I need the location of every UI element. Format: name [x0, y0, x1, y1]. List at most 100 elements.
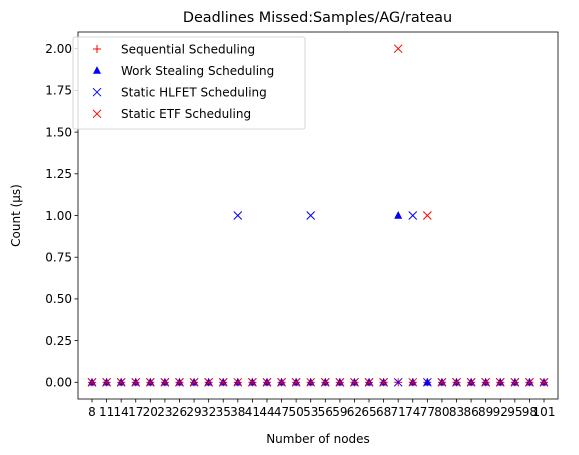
x-tick-label: 20: [143, 405, 158, 419]
data-point-s3: [364, 377, 374, 387]
data-point-s3: [218, 377, 228, 387]
data-point-s3: [189, 377, 199, 387]
data-point-s3-b: [466, 377, 476, 387]
x-tick-label: 32: [201, 405, 216, 419]
data-point-s2: [306, 211, 316, 220]
data-point-s3-b: [102, 377, 111, 387]
data-point-s3-b: [379, 377, 388, 387]
data-point-s3: [408, 377, 418, 387]
x-tick-label: 53: [303, 405, 318, 419]
data-point-s2-b: [408, 211, 418, 220]
data-point-s3-b: [175, 377, 184, 387]
legend-label: Sequential Scheduling: [121, 42, 255, 56]
legend-frame: [72, 36, 306, 130]
x-tick-label: 8: [88, 405, 96, 419]
data-point-s2: [233, 211, 243, 220]
x-tick-label: 11: [99, 405, 114, 419]
data-point-s3-b: [160, 377, 170, 387]
x-tick-label: 74: [405, 405, 420, 419]
x-tick-label: 89: [478, 405, 493, 419]
x-axis-label: Number of nodes: [266, 432, 370, 446]
data-point-s3: [131, 377, 141, 387]
data-point-s3: [423, 211, 432, 220]
x-tick-label: 44: [259, 405, 274, 419]
x-tick-label: 95: [507, 405, 522, 419]
data-point-s3-b: [423, 211, 432, 220]
data-point-s3-b: [350, 377, 359, 387]
x-tick-label: 77: [420, 405, 435, 419]
data-point-s3: [510, 377, 520, 387]
x-tick-label: 59: [332, 405, 347, 419]
x-tick-label: 80: [434, 405, 449, 419]
x-tick-label: 41: [245, 405, 260, 419]
x-tick-label: 83: [449, 405, 464, 419]
y-tick-label: 1.00: [45, 209, 72, 223]
data-point-s3-b: [189, 377, 199, 387]
data-point-s2: [393, 377, 403, 387]
legend-label: Work Stealing Scheduling: [121, 64, 274, 78]
x-tick-label: 38: [230, 405, 245, 419]
data-point-s3: [335, 377, 345, 387]
y-tick-label: 0.25: [45, 334, 72, 348]
data-point-s3: [495, 377, 505, 387]
data-point-s3-b: [116, 377, 126, 387]
data-point-s3: [277, 377, 286, 387]
x-tick-label: 92: [493, 405, 508, 419]
x-tick-label: 47: [274, 405, 289, 419]
data-point-s2-b: [233, 211, 243, 220]
x-tick-label: 29: [186, 405, 201, 419]
data-point-s3-b: [437, 377, 447, 387]
legend: Sequential Scheduling Work Stealing Sched…: [72, 36, 306, 130]
data-point-s3-b: [393, 44, 403, 54]
data-point-s3: [204, 377, 213, 387]
legend-label: Static HLFET Scheduling: [121, 86, 267, 100]
data-point-s3: [233, 377, 243, 387]
y-tick-label: 0.00: [45, 376, 72, 390]
legend-marker: [92, 87, 102, 97]
y-tick-label: 1.75: [45, 84, 72, 98]
data-point-s3-b: [408, 377, 418, 387]
data-point-s1: [394, 211, 403, 219]
y-tick-label: 1.25: [45, 167, 72, 181]
data-point-s3-b: [262, 377, 272, 387]
legend-marker: [93, 66, 101, 74]
data-point-s3: [539, 377, 549, 387]
legend-marker: [92, 109, 102, 119]
data-point-s3: [306, 377, 316, 387]
x-tick-label: 14: [114, 405, 129, 419]
data-point-s3-b: [335, 377, 345, 387]
data-point-s3: [248, 377, 257, 387]
x-tick-label: 17: [128, 405, 143, 419]
legend-marker-b: [92, 109, 102, 119]
data-point-s3-b: [495, 377, 505, 387]
data-point-s3: [350, 377, 359, 387]
chart-title: Deadlines Missed:Samples/AG/rateau: [183, 10, 452, 26]
y-tick-label: 0.50: [45, 292, 72, 306]
data-point-s3-b: [291, 377, 301, 387]
x-tick-label: 26: [172, 405, 187, 419]
x-tick-label: 86: [463, 405, 478, 419]
data-point-s3: [437, 377, 447, 387]
data-point-s2-b: [306, 211, 316, 220]
data-point-s3: [393, 44, 403, 54]
y-axis-label: Count (µs): [9, 184, 23, 247]
y-tick-label: 1.50: [45, 125, 72, 139]
data-point-s3: [379, 377, 388, 387]
data-point-s3-b: [248, 377, 257, 387]
data-point-s2: [408, 211, 418, 220]
x-tick-label: 65: [361, 405, 376, 419]
y-tick-label: 2.00: [45, 42, 72, 56]
data-point-s3: [452, 377, 461, 387]
data-point-s3: [262, 377, 272, 387]
x-axis: 8 11 14 17 20 23 26 29 32 35 38 41 44 47 50 53 56 59 62 65 6…: [88, 399, 555, 419]
data-point-s3-b: [364, 377, 374, 387]
x-tick-label: 23: [157, 405, 172, 419]
x-tick-label: 56: [318, 405, 333, 419]
x-tick-label: 50: [288, 405, 303, 419]
data-point-s3: [116, 377, 126, 387]
data-point-s3-b: [131, 377, 141, 387]
legend-label: Static ETF Scheduling: [121, 107, 251, 121]
data-point-s3-b: [306, 377, 316, 387]
x-tick-label: 98: [522, 405, 537, 419]
